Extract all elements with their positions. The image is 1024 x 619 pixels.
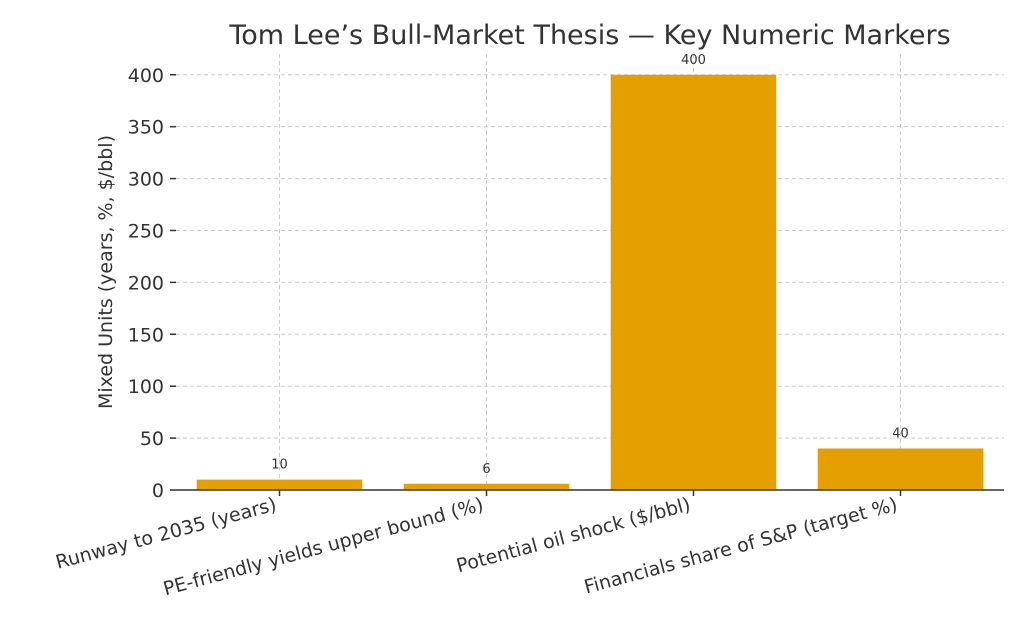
y-tick-label: 400: [128, 65, 164, 87]
y-tick-label: 250: [128, 220, 164, 242]
grid: [176, 54, 1004, 491]
y-tick-label: 300: [128, 169, 164, 191]
bar-value-label: 400: [681, 53, 706, 68]
y-tick-label: 350: [128, 117, 164, 139]
y-tick-label: 200: [128, 272, 164, 294]
bar-value-label: 10: [271, 458, 288, 473]
bars: [196, 74, 984, 490]
y-tick-label: 100: [128, 376, 164, 398]
bar: [403, 483, 570, 490]
bar: [817, 448, 984, 490]
bar-value-label: 40: [892, 426, 909, 441]
y-axis-label: Mixed Units (years, %, $/bbl): [95, 135, 117, 409]
y-tick-label: 50: [140, 428, 164, 450]
bar: [610, 74, 777, 490]
x-ticks: Runway to 2035 (years)PE-friendly yields…: [53, 490, 902, 600]
bar-value-label: 6: [482, 462, 490, 477]
data-labels: 10 6 400 40: [271, 53, 909, 477]
y-tick-label: 0: [152, 480, 164, 502]
chart-title: Tom Lee’s Bull-Market Thesis — Key Numer…: [228, 20, 950, 51]
y-tick-label: 150: [128, 324, 164, 346]
bar: [196, 479, 363, 490]
y-ticks: 0 50 100 150 200 250 300 350 400: [128, 65, 176, 502]
